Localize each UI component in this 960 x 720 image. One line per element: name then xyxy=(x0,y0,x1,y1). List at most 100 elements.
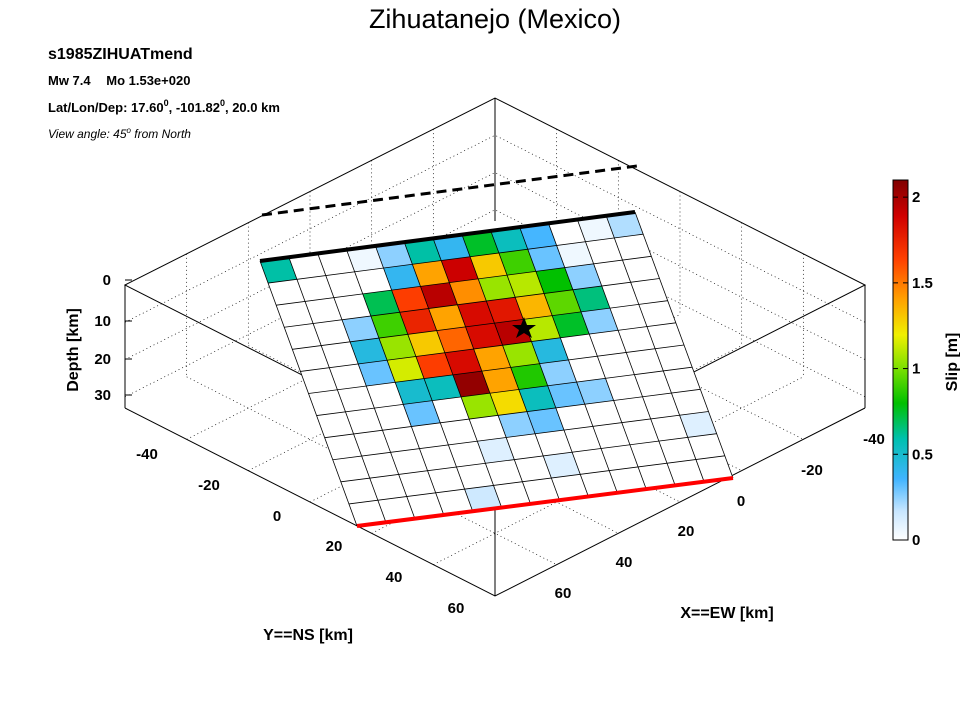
depth-tick-label: 0 xyxy=(103,272,111,289)
slip-cell xyxy=(650,415,688,442)
slip-cell xyxy=(457,301,495,327)
fault-bottom-edge xyxy=(356,476,734,528)
slip-cell xyxy=(374,404,412,431)
colorbar-tick-label: 1 xyxy=(912,361,920,378)
slip-cell xyxy=(485,459,523,486)
fault-grid-line xyxy=(288,257,387,523)
slip-cell xyxy=(333,293,371,320)
fault-grid-line xyxy=(259,260,358,527)
slip-cell xyxy=(412,260,450,287)
slip-cell xyxy=(345,408,383,434)
ew-tick-label: 40 xyxy=(616,554,633,571)
fault-grid-line xyxy=(490,230,589,497)
slip-cell xyxy=(313,319,351,346)
slip-cell xyxy=(375,242,413,269)
slip-cell xyxy=(473,345,511,372)
slip-cell xyxy=(292,345,330,372)
slip-cell xyxy=(428,304,466,331)
slip-cell xyxy=(564,263,602,290)
slip-cell xyxy=(481,367,519,394)
slip-cell xyxy=(585,237,623,264)
slip-cell xyxy=(362,290,400,316)
fault-grid-line xyxy=(268,233,644,284)
slip-cell xyxy=(523,315,561,342)
ew-tick-label: 0 xyxy=(737,493,745,510)
ns-tick-label: 40 xyxy=(386,569,403,586)
slip-cell xyxy=(324,433,362,460)
slip-cell xyxy=(424,374,462,401)
slip-cell xyxy=(470,252,508,279)
slip-cell xyxy=(440,419,478,445)
slip-cell xyxy=(609,466,647,493)
ew-ticks: -40 -20 0 20 40 60 xyxy=(555,431,885,602)
fault-grid-line xyxy=(519,226,618,493)
fault-grid-line xyxy=(300,322,676,372)
slip-cell xyxy=(552,311,590,338)
slip-cell xyxy=(329,363,367,390)
ew-tick-label: 20 xyxy=(678,523,695,540)
slip-cell xyxy=(498,249,536,276)
slip-cell xyxy=(493,481,531,508)
fault-top-edge xyxy=(259,210,636,263)
slip-cell xyxy=(634,370,672,397)
fault-grid-line xyxy=(324,388,701,439)
slip-cell xyxy=(581,308,619,335)
colorbar-tick-label: 1.5 xyxy=(912,275,933,292)
model-name: s1985ZIHUATmend xyxy=(48,46,193,63)
slip-cell xyxy=(358,360,396,387)
slip-cell xyxy=(555,404,593,431)
slip-cell xyxy=(366,382,404,409)
ns-tick-label: -40 xyxy=(136,446,158,463)
slip-cell xyxy=(348,500,386,526)
slip-cell xyxy=(404,238,442,265)
slip-cell xyxy=(490,227,528,253)
slip-cell xyxy=(563,426,602,453)
ew-tick-label: -40 xyxy=(863,431,885,448)
background-grid xyxy=(124,129,866,565)
slip-cell xyxy=(646,322,684,349)
slip-cell xyxy=(433,234,471,261)
slip-cell xyxy=(547,382,585,408)
slip-cell xyxy=(658,437,696,464)
slip-cell xyxy=(597,352,635,379)
fault-grid-line xyxy=(284,278,660,328)
slip-cell xyxy=(407,330,445,357)
slip-cell xyxy=(642,393,680,419)
fault-grid-line xyxy=(605,215,705,482)
ns-tick-label: 20 xyxy=(326,538,343,555)
ew-axis-label: X==EW [km] xyxy=(680,605,773,622)
slip-cell xyxy=(435,489,473,515)
fault-grid-line xyxy=(332,411,709,461)
slip-cell xyxy=(276,301,314,328)
slip-cell xyxy=(382,426,420,453)
slip-cell xyxy=(638,300,676,327)
colorbar xyxy=(892,179,909,541)
magnitude-value: Mw 7.4 xyxy=(48,73,91,88)
slip-cell xyxy=(449,278,487,305)
slip-cell xyxy=(601,282,639,309)
fault-grid-line xyxy=(348,455,725,505)
fault-grid-line xyxy=(432,238,531,504)
slip-cell xyxy=(655,345,693,371)
slip-cell xyxy=(584,400,622,427)
slip-cell xyxy=(609,304,647,331)
fault-grid-line xyxy=(634,211,734,479)
fault-grid-line xyxy=(403,242,502,508)
slip-cell xyxy=(305,297,342,324)
slip-cell xyxy=(332,456,370,482)
slip-cell xyxy=(456,463,494,490)
slip-cell xyxy=(300,367,338,394)
slip-cell xyxy=(519,223,557,250)
colorbar-tick-label: 0.5 xyxy=(912,446,933,463)
slip-cell xyxy=(671,389,709,416)
slip-cell xyxy=(613,396,651,423)
slip-cell xyxy=(502,341,540,368)
slip-cell xyxy=(465,323,503,349)
slip-cell xyxy=(629,441,667,467)
view-angle-line: View angle: 45o from North xyxy=(48,126,191,141)
slip-cell xyxy=(489,389,527,416)
hypocenter-star-icon xyxy=(512,317,536,338)
slip-cell xyxy=(548,219,586,246)
slip-cell xyxy=(308,389,346,416)
slip-cell xyxy=(556,241,594,268)
